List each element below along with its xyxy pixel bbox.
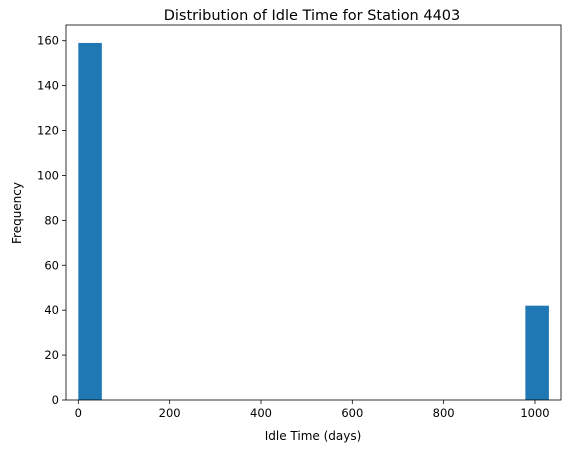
bars-group — [78, 42, 549, 401]
histogram-bar-2 — [525, 305, 549, 400]
chart-title: Distribution of Idle Time for Station 44… — [164, 8, 461, 24]
x-axis-label: Idle Time (days) — [265, 429, 362, 443]
x-tick-label: 1000 — [520, 406, 549, 420]
y-tick-label: 0 — [52, 393, 59, 407]
y-axis-ticks: 0 20 40 60 80 100 120 140 160 — [37, 34, 66, 407]
x-tick-label: 0 — [75, 406, 82, 420]
y-tick-label: 60 — [44, 258, 59, 272]
y-tick-label: 80 — [44, 213, 59, 227]
x-tick-label: 800 — [433, 406, 455, 420]
x-tick-label: 200 — [159, 406, 181, 420]
y-axis-label: Frequency — [10, 182, 24, 244]
y-tick-label: 140 — [37, 79, 59, 93]
y-tick-label: 20 — [44, 348, 59, 362]
y-tick-label: 120 — [37, 124, 59, 138]
histogram-bar-1 — [78, 42, 102, 401]
x-axis-ticks: 0 200 400 600 800 1000 — [75, 400, 550, 420]
y-tick-label: 40 — [44, 303, 59, 317]
x-tick-label: 400 — [250, 406, 272, 420]
y-tick-label: 160 — [37, 34, 59, 48]
x-tick-label: 600 — [341, 406, 363, 420]
plot-frame — [65, 24, 562, 401]
y-tick-label: 100 — [37, 168, 59, 182]
